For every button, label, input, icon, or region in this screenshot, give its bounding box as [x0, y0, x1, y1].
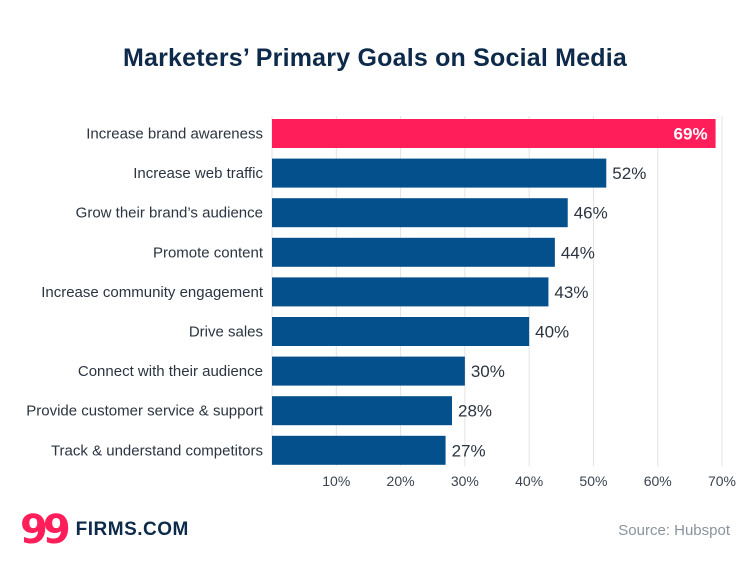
- category-label: Increase brand awareness: [86, 126, 263, 143]
- category-label: Promote content: [153, 244, 264, 261]
- data-label: 40%: [535, 323, 569, 342]
- data-label: 27%: [452, 441, 486, 460]
- bar-chart: Increase brand awareness 69% Increase web …: [26, 116, 736, 489]
- bar: [272, 158, 607, 188]
- bar: [272, 198, 568, 228]
- category-label: Increase web traffic: [133, 165, 263, 182]
- x-tick-label: 10%: [322, 473, 350, 489]
- data-label: 43%: [554, 283, 588, 302]
- data-label: 46%: [574, 204, 608, 223]
- data-label: 30%: [471, 362, 505, 381]
- bar: [272, 119, 716, 148]
- bars: [272, 119, 716, 465]
- bar: [272, 435, 446, 465]
- bar: [272, 396, 452, 426]
- x-axis-ticks: 10% 20% 30% 40% 50% 60% 70%: [322, 473, 736, 489]
- x-tick-label: 20%: [387, 473, 415, 489]
- category-labels: Increase brand awareness 69% Increase web …: [26, 125, 707, 461]
- category-label: Provide customer service & support: [26, 403, 264, 420]
- data-label: 69%: [674, 125, 708, 144]
- x-tick-label: 60%: [644, 473, 672, 489]
- x-tick-label: 40%: [515, 473, 543, 489]
- category-label: Grow their brand’s audience: [76, 205, 263, 222]
- x-tick-label: 50%: [579, 473, 607, 489]
- category-label: Increase community engagement: [41, 284, 264, 301]
- chart-title: Marketers’ Primary Goals on Social Media: [122, 44, 628, 72]
- data-label: 28%: [458, 402, 492, 421]
- source-note: Source: Hubspot: [618, 522, 730, 539]
- logo-mark: 99: [20, 507, 71, 553]
- x-tick-label: 70%: [708, 473, 736, 489]
- category-label: Drive sales: [189, 324, 263, 341]
- logo-text: FIRMS.COM: [75, 519, 189, 540]
- x-tick-label: 30%: [451, 473, 479, 489]
- bar: [272, 356, 465, 386]
- data-label: 52%: [612, 164, 646, 183]
- bar: [272, 277, 549, 307]
- bar: [272, 237, 555, 267]
- data-label: 44%: [561, 243, 595, 262]
- category-label: Connect with their audience: [78, 363, 263, 380]
- bar: [272, 317, 530, 346]
- brand-logo: 99 FIRMS.COM: [20, 508, 189, 552]
- category-label: Track & understand competitors: [51, 442, 263, 459]
